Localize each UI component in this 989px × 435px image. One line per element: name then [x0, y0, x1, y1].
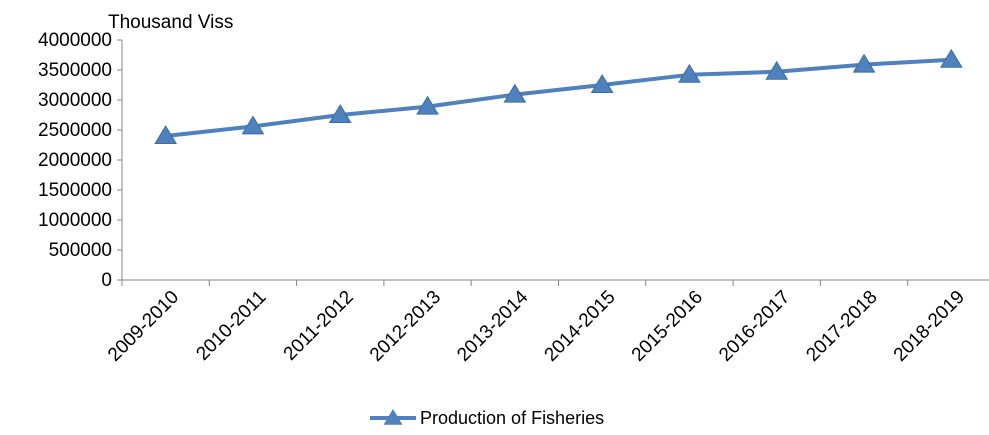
data-point-marker	[852, 53, 876, 73]
legend-marker	[383, 409, 403, 425]
x-tick-label: 2009-2010	[104, 287, 183, 366]
data-point-marker	[765, 60, 789, 80]
data-point-marker	[154, 125, 178, 144]
x-tick-label: 2013-2014	[453, 286, 532, 365]
y-tick-label: 4000000	[38, 30, 112, 51]
y-tick-label: 3500000	[38, 60, 112, 81]
x-tick-label: 2010-2011	[192, 287, 270, 365]
series-line	[165, 57, 952, 138]
data-point-marker	[939, 48, 963, 68]
x-tick-label: 2017-2018	[802, 287, 881, 366]
x-tick-label: 2015-2016	[628, 287, 707, 366]
y-tick-label: 3000000	[38, 90, 112, 111]
x-axis: 2009-2010 2010-2011 2011-2012 2012-2013 2013…	[104, 279, 989, 366]
data-point-marker	[328, 104, 352, 123]
x-tick-label: 2012-2013	[366, 287, 445, 366]
y-tick-label: 1500000	[38, 180, 112, 201]
y-axis: 0 500000 1000000 1500000 2000000 2500000 30000…	[38, 30, 123, 291]
y-tick-label: 1000000	[38, 210, 112, 231]
legend: Production of Fisheries	[370, 408, 604, 428]
y-tick-label: 2500000	[38, 120, 112, 141]
data-point-marker	[503, 83, 527, 103]
legend-label: Production of Fisheries	[420, 408, 604, 428]
x-tick-label: 2016-2017	[715, 287, 794, 366]
x-tick-label: 2018-2019	[890, 287, 969, 366]
series-production-of-fisheries	[154, 48, 963, 144]
y-tick-label: 500000	[49, 240, 112, 261]
y-tick-label: 2000000	[38, 150, 112, 171]
data-point-marker	[416, 95, 439, 115]
data-point-marker	[590, 74, 614, 93]
x-tick-label: 2014-2015	[541, 287, 620, 366]
data-point-marker	[241, 115, 265, 135]
data-point-marker	[678, 63, 701, 83]
y-axis-title: Thousand Viss	[108, 12, 233, 33]
x-tick-label: 2011-2012	[280, 287, 358, 365]
y-tick-label: 0	[101, 270, 112, 291]
